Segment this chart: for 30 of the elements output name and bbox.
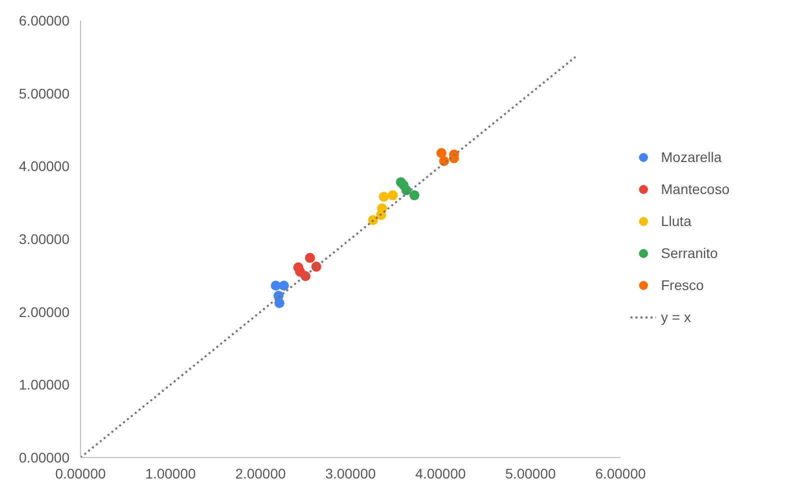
point bbox=[378, 192, 389, 202]
y-tick-label: 1.00000 bbox=[18, 376, 70, 393]
x-tick-label: 5.00000 bbox=[505, 466, 556, 482]
x-tick-label: 3.00000 bbox=[325, 466, 376, 482]
x-tick-label: 2.00000 bbox=[235, 466, 286, 482]
point bbox=[436, 148, 446, 158]
legend-label: Fresco bbox=[661, 277, 704, 293]
y-tick-label: 0.00000 bbox=[18, 450, 70, 466]
y-tick-label: 2.00000 bbox=[18, 304, 70, 320]
point bbox=[409, 190, 420, 200]
y-tick-label: 3.00000 bbox=[18, 231, 70, 247]
point bbox=[401, 185, 412, 196]
x-tick-label: 0.00000 bbox=[55, 466, 106, 482]
point bbox=[274, 298, 284, 308]
x-tick-label: 4.00000 bbox=[415, 466, 466, 482]
point bbox=[278, 280, 289, 291]
legend-label: Lluta bbox=[661, 213, 692, 229]
point bbox=[305, 252, 315, 263]
point bbox=[270, 280, 281, 291]
y-tick-label: 5.00000 bbox=[18, 85, 70, 102]
y-tick-label: 4.00000 bbox=[18, 158, 70, 174]
x-tick-label: 6.00000 bbox=[595, 466, 646, 482]
y-tick-label: 6.00000 bbox=[18, 12, 70, 28]
x-tick-label: 1.00000 bbox=[145, 466, 196, 482]
legend-label: y = x bbox=[661, 309, 691, 325]
point bbox=[388, 190, 398, 200]
legend-label: Serranito bbox=[661, 245, 718, 261]
legend-label: Mozarella bbox=[661, 149, 722, 165]
legend-label: Mantecoso bbox=[661, 181, 730, 197]
point bbox=[377, 203, 387, 214]
